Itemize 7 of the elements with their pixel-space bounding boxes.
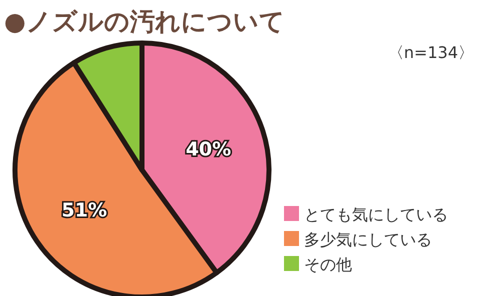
chart-title: ●ノズルの汚れについて [4, 7, 285, 36]
data-label: 40% [186, 138, 232, 160]
legend-label: その他 [304, 255, 352, 274]
chart-subtitle: 〈n=134〉 [388, 43, 474, 62]
legend-label: とても気にしている [304, 205, 448, 224]
legend-label: 多少気にしている [304, 230, 432, 249]
data-label: 51% [61, 199, 107, 222]
